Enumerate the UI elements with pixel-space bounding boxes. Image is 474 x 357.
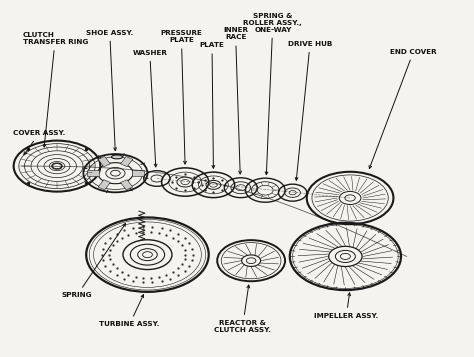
Bar	[120, 156, 133, 167]
Text: REACTOR &
CLUTCH ASSY.: REACTOR & CLUTCH ASSY.	[214, 285, 271, 333]
Text: COVER ASSY.: COVER ASSY.	[13, 130, 65, 155]
Text: CLUTCH
TRANSFER RING: CLUTCH TRANSFER RING	[23, 32, 88, 147]
Text: SPRING: SPRING	[62, 223, 126, 298]
Ellipse shape	[111, 155, 123, 159]
Text: END COVER: END COVER	[369, 49, 437, 169]
Text: SHOE ASSY.: SHOE ASSY.	[86, 30, 133, 151]
Bar	[98, 156, 110, 167]
Text: INNER
RACE: INNER RACE	[223, 27, 248, 174]
Text: IMPELLER ASSY.: IMPELLER ASSY.	[314, 293, 378, 319]
Text: DRIVE HUB: DRIVE HUB	[288, 41, 332, 180]
Text: PRESSURE
PLATE: PRESSURE PLATE	[161, 30, 202, 164]
Text: TURBINE ASSY.: TURBINE ASSY.	[100, 295, 160, 327]
Text: PLATE: PLATE	[200, 42, 225, 168]
Bar	[98, 180, 110, 190]
Bar	[120, 180, 133, 190]
Bar	[87, 170, 99, 176]
Bar	[132, 170, 144, 176]
Text: SPRING &
ROLLER ASSY.,
ONE-WAY: SPRING & ROLLER ASSY., ONE-WAY	[244, 12, 302, 175]
Text: WASHER: WASHER	[132, 50, 167, 167]
